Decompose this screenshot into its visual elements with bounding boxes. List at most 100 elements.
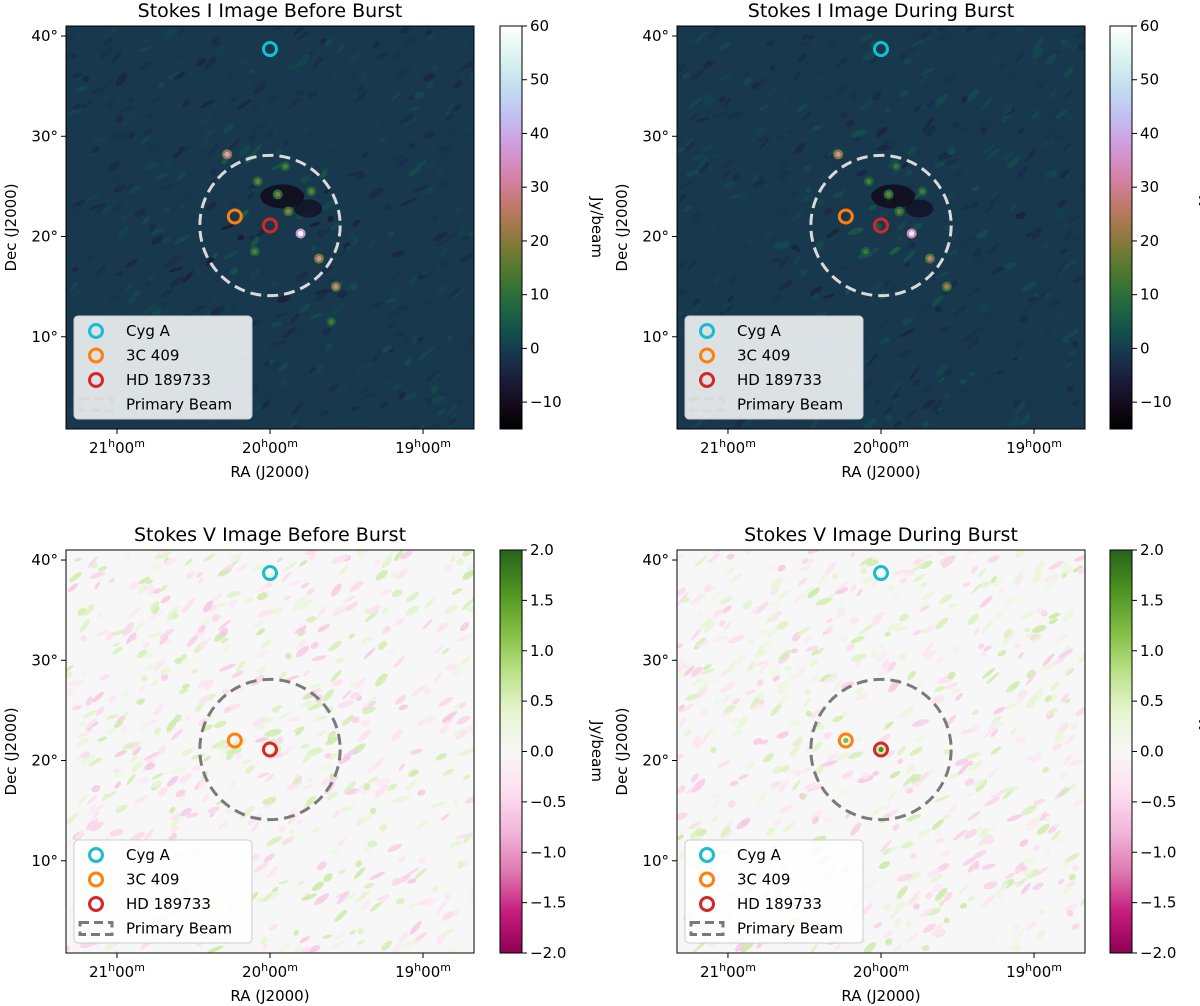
source-core-2 xyxy=(835,151,841,157)
y-tick-label: 40° xyxy=(31,551,58,569)
legend-label: Cyg A xyxy=(126,322,171,340)
x-tick-label: 19h00m xyxy=(1006,437,1062,457)
y-tick-label: 30° xyxy=(642,651,669,669)
legend-beam-swatch xyxy=(78,397,114,412)
colorbar-tick-label: 50 xyxy=(1140,71,1159,89)
source-core-4 xyxy=(316,255,322,262)
y-tick-label: 20° xyxy=(31,752,58,770)
primary-beam-circle xyxy=(809,153,953,298)
legend: Cyg A 3C 409 HD 189733 Primary Beam xyxy=(684,839,864,944)
source-core-9 xyxy=(863,248,869,255)
colorbar-tick-label: 2.0 xyxy=(1140,541,1164,559)
legend-label: HD 189733 xyxy=(126,895,211,913)
legend-marker xyxy=(88,871,104,888)
source-core-6 xyxy=(886,191,892,198)
x-axis-label: RA (J2000) xyxy=(841,987,920,1005)
source-core-3 xyxy=(944,284,950,290)
legend-label: 3C 409 xyxy=(126,347,179,365)
x-axis-label: RA (J2000) xyxy=(230,463,309,481)
legend-label: Cyg A xyxy=(737,322,782,340)
colorbar-label: Jy/beam xyxy=(588,196,606,258)
colorbar-label: Jy/beam xyxy=(1198,720,1200,782)
source-core-8 xyxy=(308,188,314,195)
source-core-4 xyxy=(927,255,933,262)
noise-texture xyxy=(66,550,474,953)
y-tick-label: 30° xyxy=(31,127,58,145)
marker-cyg-a[interactable] xyxy=(873,41,889,58)
colorbar-tick-label: 40 xyxy=(530,124,549,142)
legend-marker xyxy=(88,847,104,863)
y-tick-label: 40° xyxy=(642,27,669,45)
legend-marker xyxy=(88,347,104,364)
x-tick-label: 19h00m xyxy=(1006,961,1062,981)
marker-3c-409[interactable] xyxy=(837,208,854,225)
primary-beam-circle xyxy=(198,677,342,822)
colorbar-tick-label: −2.0 xyxy=(530,944,566,962)
colorbar-tick-label: 0 xyxy=(1140,339,1150,357)
colorbar-tick-label: 1.5 xyxy=(530,591,554,609)
legend-marker xyxy=(88,372,104,388)
legend-beam-swatch xyxy=(78,921,114,936)
legend-label: 3C 409 xyxy=(737,871,790,889)
colorbar-tick-label: 30 xyxy=(530,178,549,196)
colorbar-label: Jy/beam xyxy=(1198,196,1200,258)
marker-3c-409[interactable] xyxy=(837,732,854,749)
marker-hd-189733[interactable] xyxy=(262,741,278,758)
colorbar-tick-label: −0.5 xyxy=(1140,793,1176,811)
negative-region xyxy=(294,199,323,218)
colorbar-tick-label: 20 xyxy=(1140,232,1159,250)
legend-label: Primary Beam xyxy=(737,396,843,414)
legend-beam-swatch xyxy=(689,397,725,412)
legend-label: HD 189733 xyxy=(126,371,211,389)
colorbar-tick-label: 10 xyxy=(1140,286,1159,304)
colorbar-tick-label: 0.0 xyxy=(530,743,554,761)
chart-title: Stokes V Image During Burst xyxy=(744,524,1018,546)
y-axis-label: Dec (J2000) xyxy=(613,183,631,271)
marker-hd-189733[interactable] xyxy=(262,217,278,234)
legend-box xyxy=(684,315,864,420)
legend-label: Primary Beam xyxy=(737,920,843,938)
legend-label: Primary Beam xyxy=(126,396,232,414)
source-core-11 xyxy=(282,163,288,169)
marker-3c-409[interactable] xyxy=(226,208,243,225)
legend-label: HD 189733 xyxy=(737,371,822,389)
marker-hd-189733[interactable] xyxy=(873,217,889,234)
legend-box xyxy=(73,839,253,944)
source-core-10 xyxy=(893,163,899,169)
marker-cyg-a[interactable] xyxy=(873,565,889,582)
colorbar-tick-label: 60 xyxy=(530,17,549,35)
colorbar-tick-label: 40 xyxy=(1140,124,1159,142)
colorbar-tick-label: −1.5 xyxy=(530,894,566,912)
x-axis-label: RA (J2000) xyxy=(841,463,920,481)
colorbar-tick-label: 1.0 xyxy=(530,642,554,660)
legend: Cyg A 3C 409 HD 189733 Primary Beam xyxy=(73,315,253,420)
source-core-9 xyxy=(252,248,258,255)
x-tick-label: 19h00m xyxy=(395,961,451,981)
marker-cyg-a[interactable] xyxy=(262,565,278,582)
source-core-8 xyxy=(919,188,925,195)
legend-marker xyxy=(699,347,715,364)
chart-title: Stokes I Image Before Burst xyxy=(138,0,403,22)
primary-beam-circle xyxy=(198,153,342,298)
source-core-10 xyxy=(328,319,334,325)
legend-box xyxy=(73,315,253,420)
colorbar-tick-label: 20 xyxy=(530,232,549,250)
legend-marker xyxy=(699,896,715,912)
y-tick-label: 10° xyxy=(31,852,58,870)
source-core-2 xyxy=(224,151,230,157)
colorbar-tick-label: −1.5 xyxy=(1140,894,1176,912)
source-core-2 xyxy=(878,746,884,753)
colorbar xyxy=(499,25,523,430)
marker-cyg-a[interactable] xyxy=(262,41,278,58)
y-tick-label: 30° xyxy=(642,127,669,145)
marker-3c-409[interactable] xyxy=(226,732,243,749)
source-core-1 xyxy=(843,737,849,744)
x-tick-label: 21h00m xyxy=(89,961,145,981)
x-tick-label: 20h00m xyxy=(853,961,909,981)
legend-label: Primary Beam xyxy=(126,920,232,938)
colorbar-tick-label: −10 xyxy=(1140,393,1172,411)
y-tick-label: 40° xyxy=(31,27,58,45)
colorbar-tick-label: 60 xyxy=(1140,17,1159,35)
chart-panel-2: Stokes I Image During Burst 10° 20° 30° 40° 2… xyxy=(613,0,1200,481)
marker-hd-189733[interactable] xyxy=(873,741,889,758)
